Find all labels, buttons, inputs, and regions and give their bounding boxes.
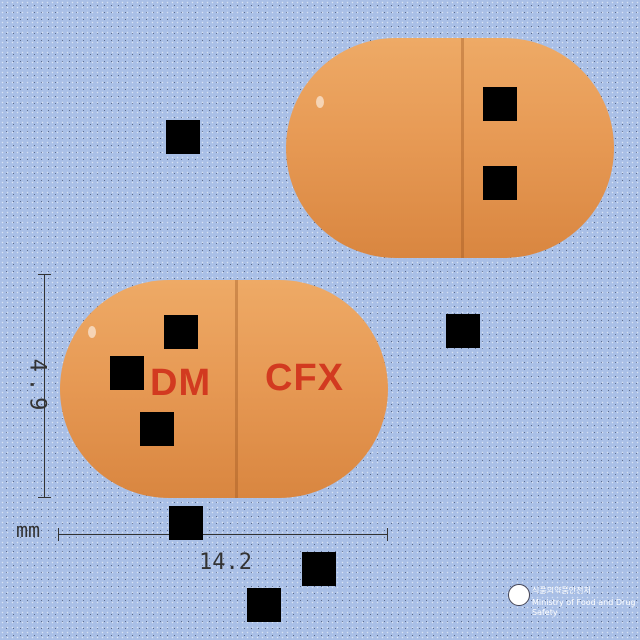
width-dimension-line (44, 274, 45, 498)
capsule-front (60, 280, 388, 498)
redaction-block (164, 315, 198, 349)
redaction-block (247, 588, 281, 622)
length-dimension-tick-left (58, 528, 59, 541)
redaction-block (483, 87, 517, 121)
watermark-english: Ministry of Food and Drug Safety (532, 598, 636, 617)
watermark-korean: 식품의약품안전처 (532, 586, 591, 595)
capsule-back-cap (286, 38, 464, 258)
redaction-block (169, 506, 203, 540)
ministry-logo-icon (508, 584, 530, 606)
length-dimension-tick-right (387, 528, 388, 541)
capsule-back-highlight (316, 96, 324, 108)
capsule-front-cap (60, 280, 238, 498)
length-dimension-line (58, 534, 388, 535)
capsule-back-body (462, 38, 614, 258)
width-label: 4.9 (24, 358, 50, 417)
imprint-right: CFX (265, 357, 344, 399)
redaction-block (140, 412, 174, 446)
redaction-block (166, 120, 200, 154)
redaction-block (302, 552, 336, 586)
redaction-block (110, 356, 144, 390)
unit-label: mm (16, 518, 41, 542)
length-label: 14.2 (199, 550, 252, 575)
capsule-back-seam (461, 38, 464, 258)
width-dimension-tick-top (38, 274, 51, 275)
capsule-front-seam (235, 280, 238, 498)
capsule-back (286, 38, 614, 258)
width-dimension-tick-bottom (38, 497, 51, 498)
capsule-front-highlight (88, 326, 96, 338)
redaction-block (446, 314, 480, 348)
redaction-block (483, 166, 517, 200)
imprint-left: DM (150, 362, 212, 404)
